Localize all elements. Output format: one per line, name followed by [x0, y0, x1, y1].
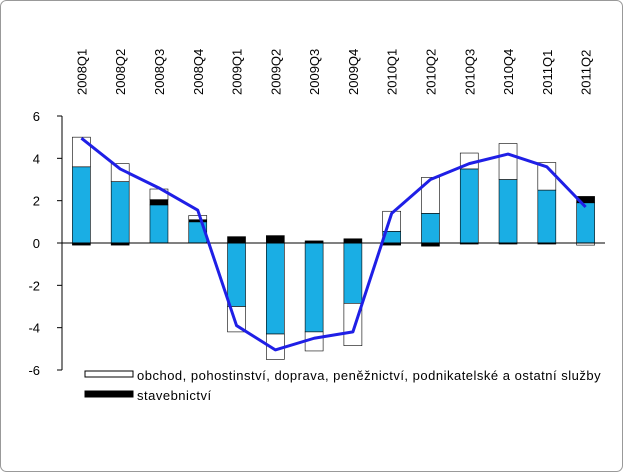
x-tick-label: 2010Q3 — [462, 49, 477, 95]
y-tick-label: 4 — [33, 151, 40, 166]
y-tick-label: 2 — [33, 194, 40, 209]
legend-label: stavebnictví — [137, 388, 212, 403]
bar — [498, 143, 518, 180]
x-tick-label: 2010Q2 — [423, 49, 438, 95]
x-tick-label: 2008Q4 — [191, 49, 206, 95]
bar — [227, 242, 246, 307]
bar — [110, 181, 130, 244]
bar — [149, 199, 169, 206]
x-tick-label: 2010Q1 — [385, 49, 400, 95]
x-tick-label: 2008Q2 — [113, 49, 128, 95]
bar — [343, 238, 363, 244]
bar — [266, 235, 285, 244]
x-tick-label: 2009Q3 — [307, 49, 322, 95]
bar — [421, 213, 440, 244]
bar — [459, 168, 479, 244]
bar — [72, 136, 91, 168]
bar — [188, 215, 208, 221]
x-tick-label: 2011Q1 — [540, 50, 555, 95]
y-tick-label: -2 — [28, 278, 40, 293]
bar — [188, 219, 208, 223]
bar — [421, 177, 440, 214]
legend-swatch — [84, 390, 134, 398]
x-tick-label: 2009Q2 — [268, 49, 283, 95]
bar — [343, 242, 363, 304]
bar — [576, 202, 595, 244]
y-tick-label: -6 — [28, 363, 40, 378]
y-tick-label: 0 — [33, 236, 40, 251]
legend-label: obchod, pohostinství, doprava, peněžnict… — [137, 368, 602, 383]
bar — [266, 242, 285, 335]
x-tick-label: 2008Q3 — [152, 49, 167, 95]
bar — [537, 189, 557, 244]
x-tick-label: 2009Q1 — [230, 49, 245, 95]
x-tick-label: 2010Q4 — [501, 49, 516, 95]
x-tick-label: 2011Q2 — [579, 50, 594, 95]
legend-swatch — [84, 370, 134, 378]
x-tick-label: 2008Q1 — [74, 49, 89, 95]
y-tick-label: 6 — [33, 109, 40, 124]
bar — [498, 179, 518, 244]
bar — [72, 166, 91, 244]
bar — [227, 236, 246, 244]
line — [80, 137, 587, 352]
bar — [304, 242, 324, 333]
bar — [149, 204, 169, 244]
x-tick-label: 2009Q4 — [346, 49, 361, 95]
y-tick-label: -4 — [28, 321, 40, 336]
